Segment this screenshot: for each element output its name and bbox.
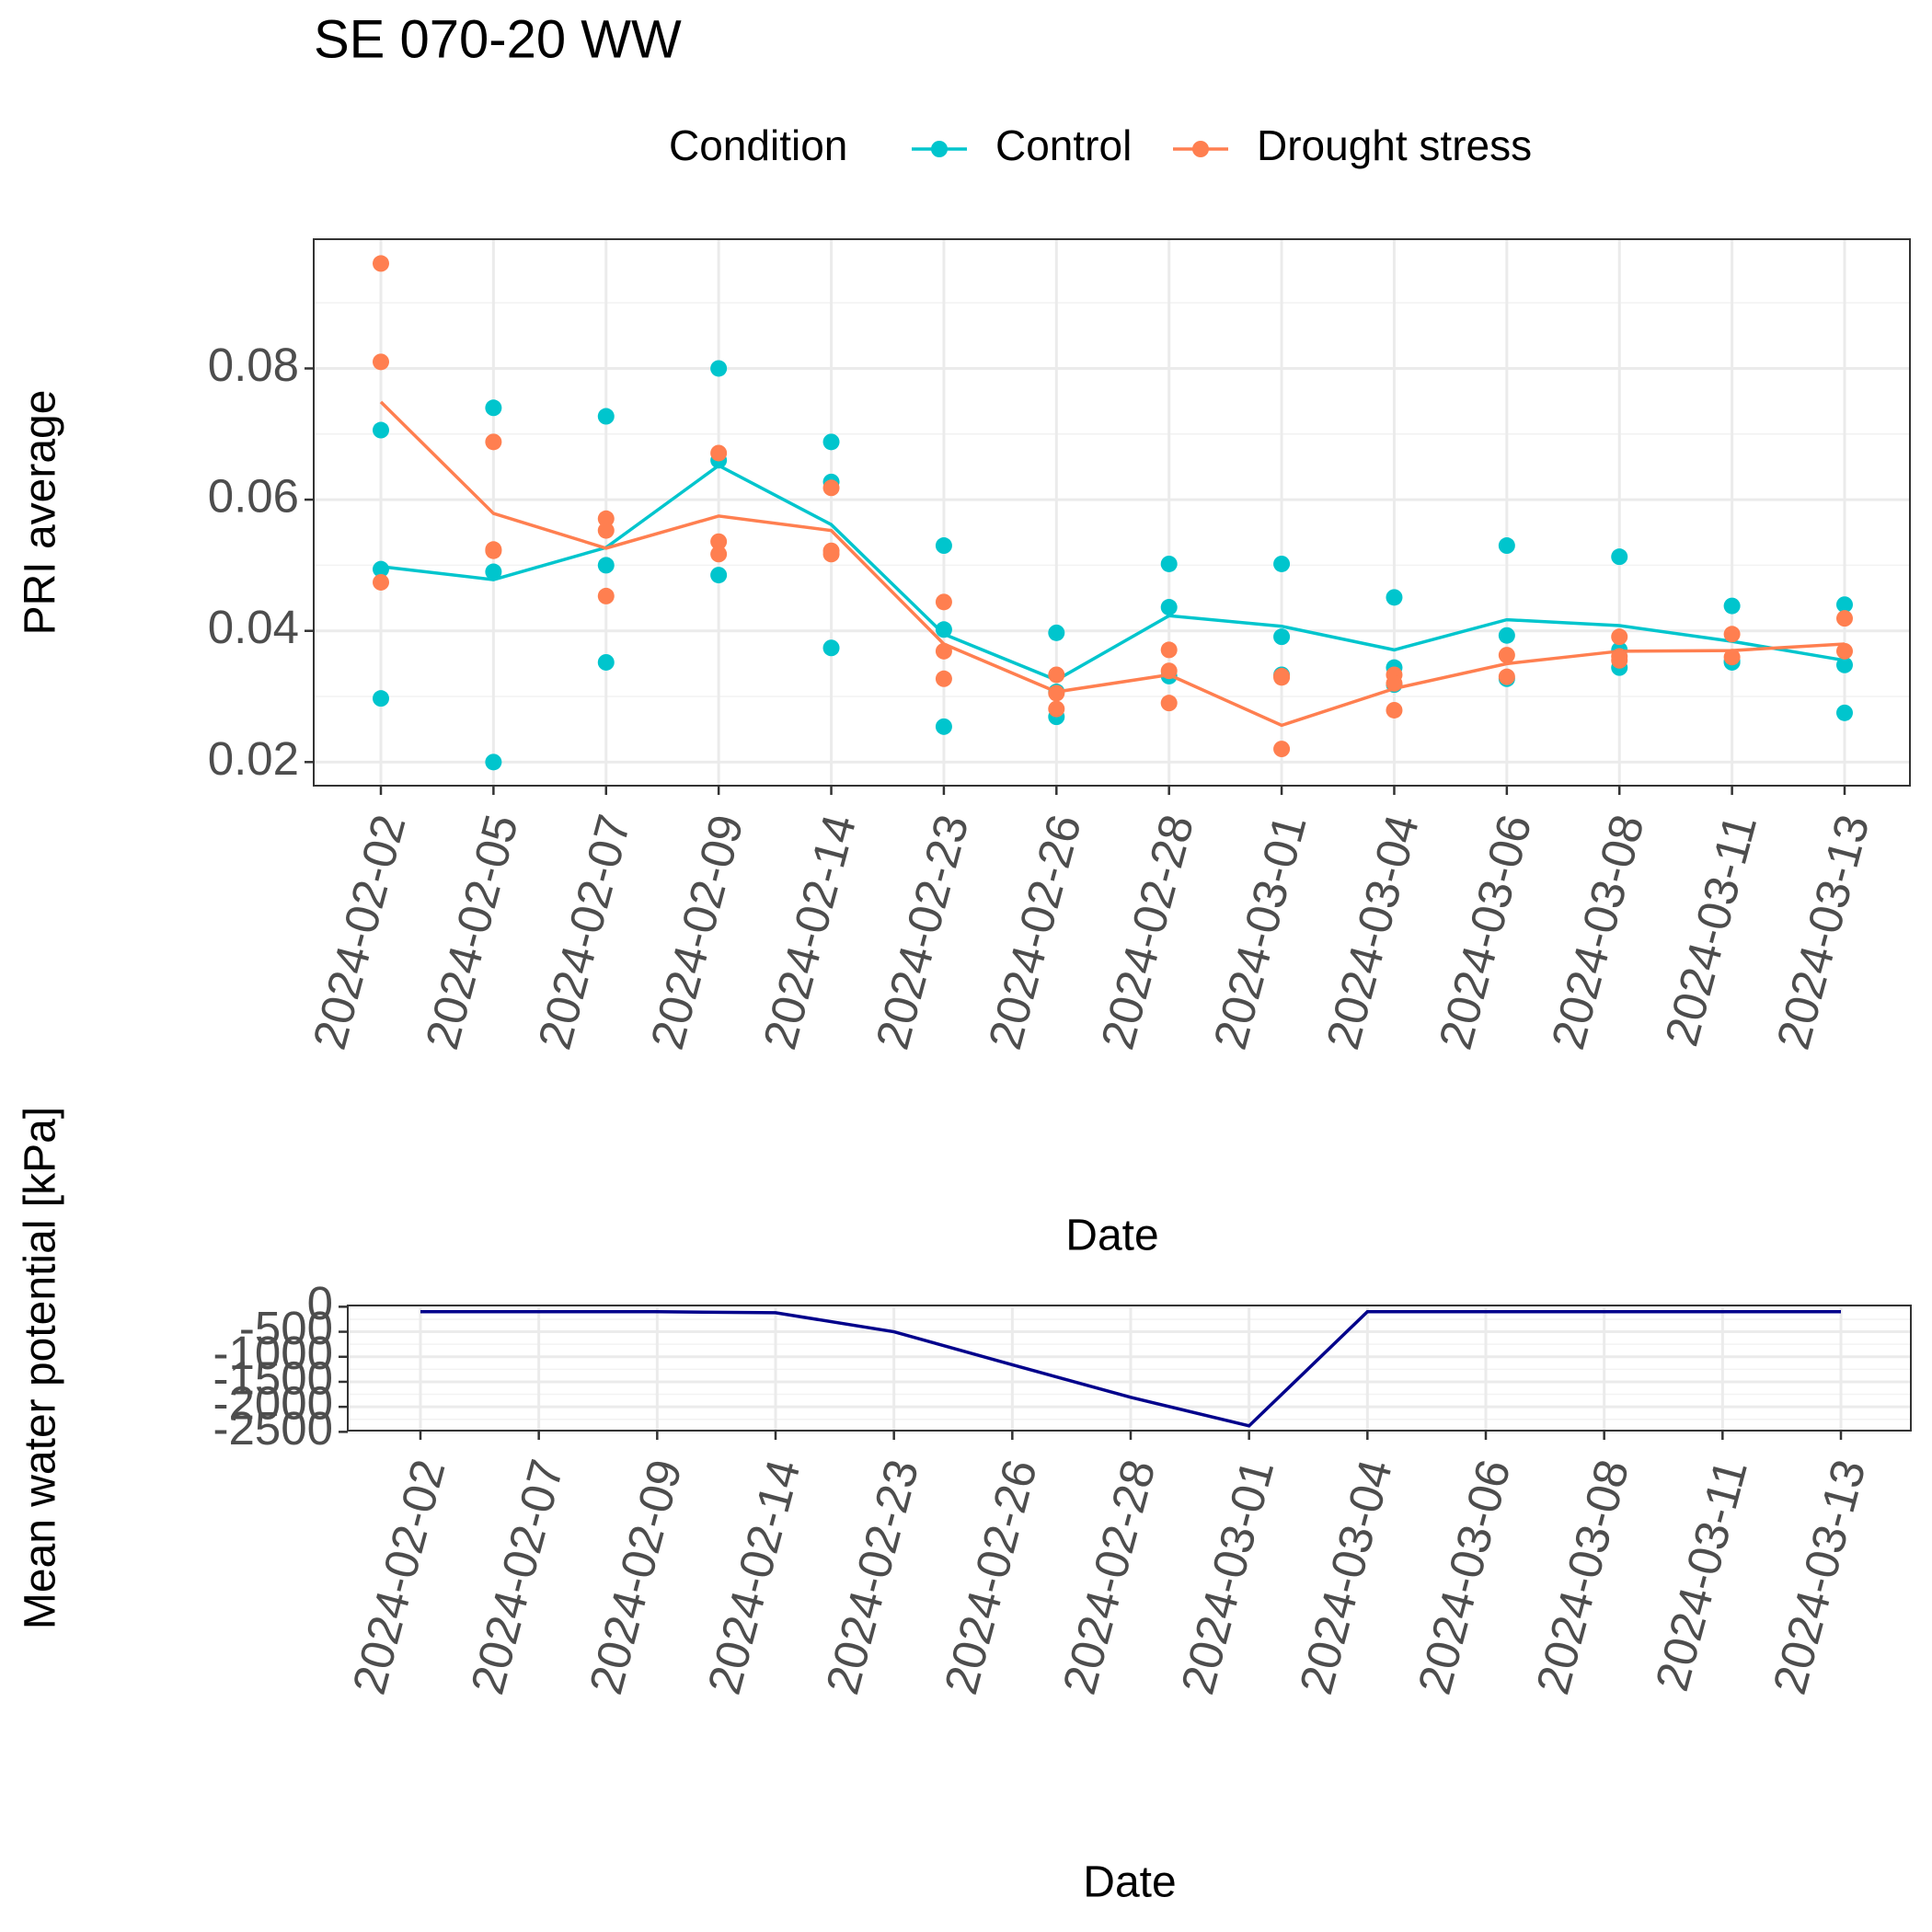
legend-key-point: [931, 141, 948, 157]
data-point: [1273, 628, 1291, 646]
data-point: [822, 546, 840, 563]
data-point: [1273, 669, 1291, 686]
data-point: [1836, 642, 1853, 660]
data-point: [597, 408, 615, 425]
y-axis-title: PRI average: [17, 390, 65, 636]
y-tick-label: 0.08: [208, 339, 299, 391]
data-point: [710, 444, 728, 462]
legend-key-point: [1192, 141, 1209, 157]
data-point: [1836, 656, 1853, 673]
data-point: [373, 690, 389, 707]
data-point: [1273, 741, 1291, 758]
panel-border: [347, 1305, 1912, 1432]
x-axis-title: Date: [1083, 1858, 1176, 1907]
data-point: [485, 563, 502, 581]
data-point: [1386, 701, 1403, 719]
data-point: [1836, 704, 1853, 721]
data-point: [935, 537, 952, 555]
data-point: [1160, 555, 1178, 572]
data-point: [1048, 624, 1065, 641]
data-point: [485, 399, 502, 417]
data-point: [1048, 684, 1065, 702]
data-point: [1723, 649, 1741, 666]
data-point: [1498, 627, 1515, 644]
data-point: [485, 542, 502, 559]
y-tick-label: -500: [239, 1302, 333, 1354]
data-point: [935, 642, 952, 660]
data-point: [373, 560, 389, 578]
data-point: [935, 718, 952, 735]
data-point: [373, 255, 389, 272]
data-point: [1836, 596, 1853, 614]
data-point: [1386, 589, 1403, 606]
data-point: [1048, 700, 1065, 718]
data-point: [822, 479, 840, 497]
data-point: [1386, 674, 1403, 692]
data-point: [1160, 662, 1178, 680]
data-point: [822, 639, 840, 657]
data-point: [935, 670, 952, 687]
data-point: [1611, 651, 1628, 669]
data-point: [373, 421, 389, 439]
data-point: [1160, 599, 1178, 616]
data-point: [1611, 628, 1628, 646]
data-point: [1723, 597, 1741, 615]
legend-title: Condition: [669, 121, 847, 169]
data-point: [597, 510, 615, 527]
data-point: [1160, 695, 1178, 712]
y-tick-label: 0: [307, 1277, 333, 1329]
y-tick-label: -1000: [213, 1327, 333, 1379]
data-point: [1836, 610, 1853, 627]
series-line: [420, 1310, 1841, 1428]
y-tick-label: -1500: [213, 1351, 333, 1404]
data-point: [710, 360, 728, 377]
y-tick-label: 0.04: [208, 601, 299, 653]
data-point: [597, 587, 615, 604]
data-point: [597, 653, 615, 671]
data-point: [1611, 548, 1628, 566]
panel-border: [313, 238, 1911, 787]
data-point: [1498, 647, 1515, 664]
y-axis-title: Mean water potential [kPa]: [17, 1107, 65, 1629]
data-point: [485, 753, 502, 771]
x-axis-title: Date: [1065, 1212, 1158, 1260]
data-point: [1160, 641, 1178, 659]
data-point: [935, 621, 952, 638]
data-point: [1273, 555, 1291, 572]
data-point: [597, 557, 615, 574]
plot-panel: [314, 239, 1910, 786]
data-point: [373, 353, 389, 371]
data-point: [1498, 668, 1515, 685]
data-point: [1498, 537, 1515, 555]
data-point: [1048, 666, 1065, 684]
data-point: [485, 433, 502, 451]
data-point: [373, 573, 389, 591]
y-tick-label: -2000: [213, 1377, 333, 1430]
chart-title: SE 070-20 WW: [314, 9, 682, 69]
data-point: [597, 522, 615, 539]
y-tick-label: 0.02: [208, 732, 299, 785]
data-point: [1723, 626, 1741, 643]
y-tick-label: -2500: [213, 1402, 333, 1455]
data-point: [710, 567, 728, 584]
data-point: [822, 433, 840, 451]
y-tick-label: 0.06: [208, 470, 299, 523]
data-point: [935, 593, 952, 611]
legend-label: Drought stress: [1257, 121, 1532, 169]
series-line: [379, 400, 1846, 728]
legend-label: Control: [995, 121, 1132, 169]
data-point: [710, 533, 728, 550]
series-line: [380, 463, 1846, 683]
data-point: [710, 546, 728, 563]
